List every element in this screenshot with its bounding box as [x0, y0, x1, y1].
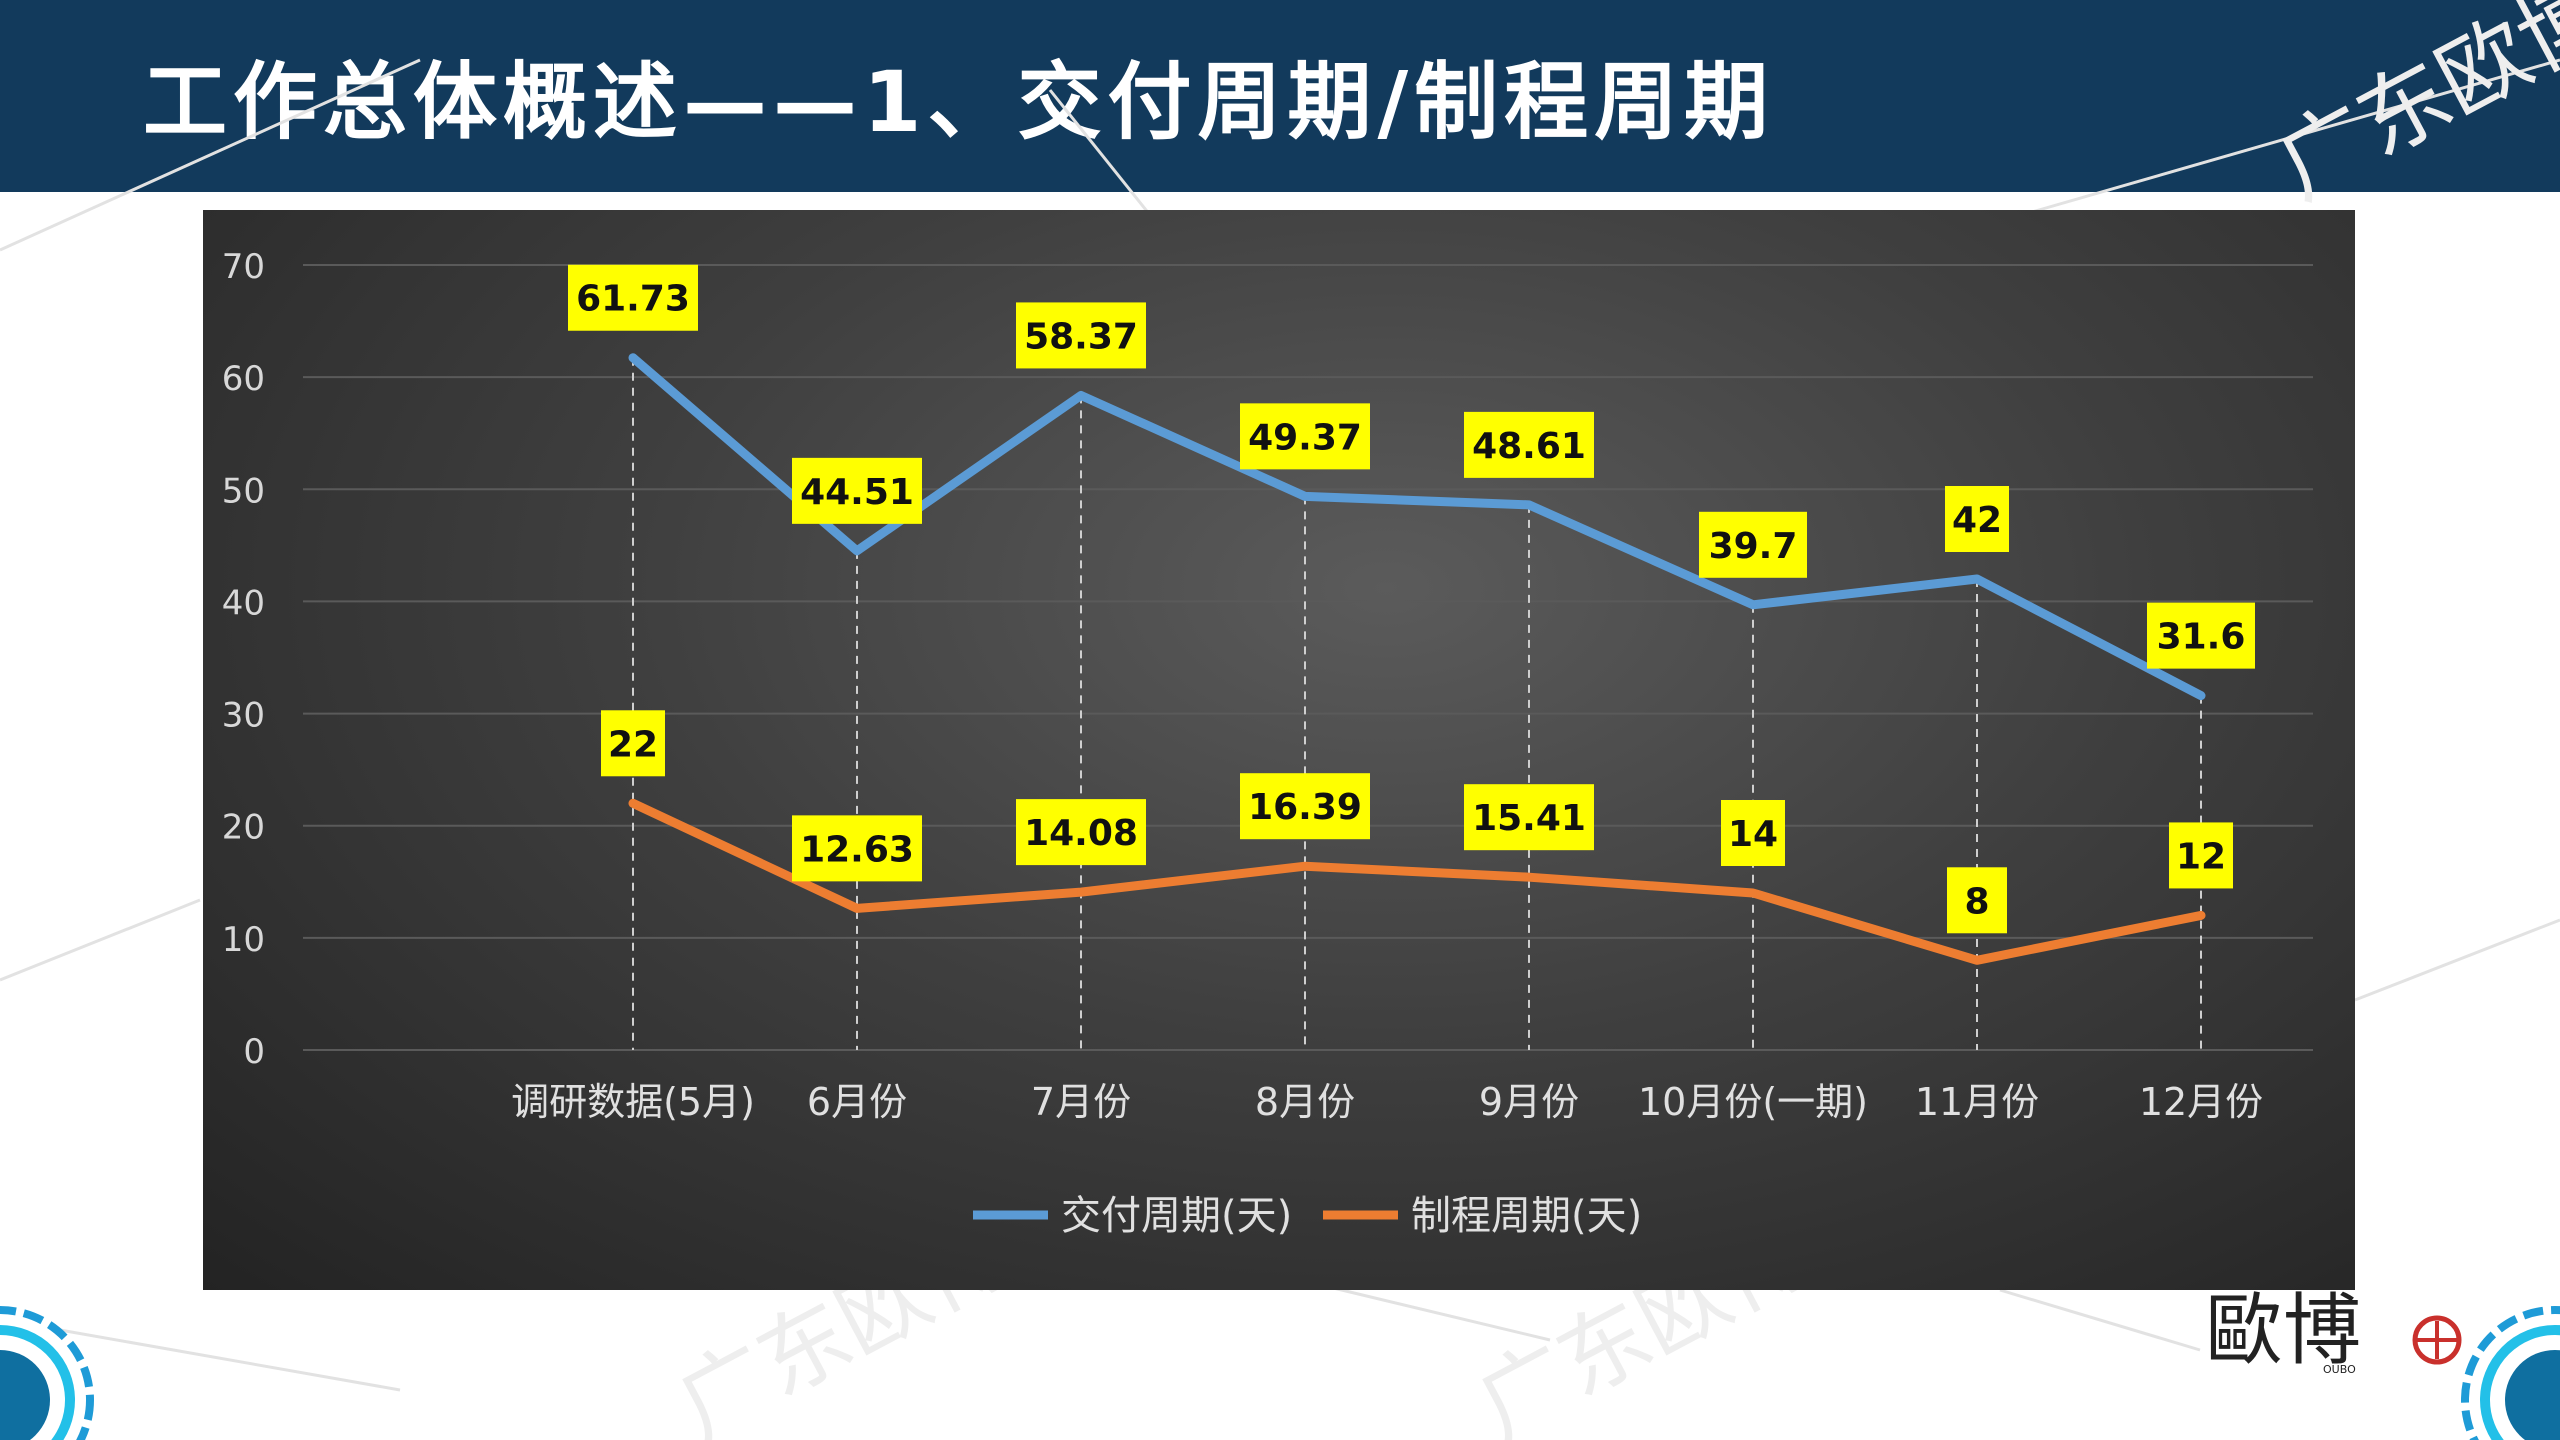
data-label-box — [1240, 403, 1370, 470]
data-point — [1525, 500, 1533, 509]
data-label: 39.7 — [1709, 526, 1798, 567]
data-label-box — [1464, 411, 1594, 478]
data-point — [1525, 873, 1533, 882]
x-tick-label: 11月份 — [1915, 1080, 2039, 1124]
data-point — [1749, 600, 1757, 609]
x-tick-label: 调研数据(5月) — [511, 1080, 755, 1124]
header-bar: 工作总体概述——1、交付周期/制程周期 — [0, 0, 2560, 192]
data-point — [1973, 956, 1981, 965]
data-label: 58.37 — [1024, 316, 1138, 357]
data-label: 42 — [1952, 500, 2002, 541]
data-label-box — [2147, 602, 2255, 669]
data-point — [629, 353, 637, 362]
x-tick-label: 8月份 — [1255, 1080, 1355, 1124]
data-label: 44.51 — [800, 472, 914, 513]
data-label-box — [792, 457, 922, 524]
page-title: 工作总体概述——1、交付周期/制程周期 — [143, 53, 1775, 151]
x-tick-label: 6月份 — [807, 1080, 907, 1124]
data-label: 15.41 — [1472, 798, 1586, 839]
data-label-box — [792, 815, 922, 882]
y-tick-label: 40 — [222, 583, 265, 623]
data-label: 12 — [2176, 836, 2226, 877]
corner-circle-decoration-right — [2461, 1306, 2560, 1440]
data-point — [1077, 888, 1085, 897]
data-label-box — [1721, 800, 1785, 866]
company-logo: 歐博 OUBO — [2205, 1286, 2462, 1376]
y-tick-label: 60 — [222, 359, 265, 399]
corner-circle-decoration-left — [0, 1306, 94, 1440]
data-label: 61.73 — [576, 279, 690, 320]
data-label-box — [601, 710, 665, 777]
data-point — [1301, 862, 1309, 871]
data-label-box — [1240, 773, 1370, 840]
data-label: 12.63 — [800, 829, 914, 870]
x-tick-label: 10月份(一期) — [1638, 1080, 1868, 1124]
data-label-box — [1016, 302, 1146, 369]
y-tick-label: 10 — [222, 920, 265, 960]
legend-label: 交付周期(天) — [1061, 1193, 1292, 1239]
y-tick-label: 70 — [222, 247, 265, 287]
x-tick-label: 9月份 — [1479, 1080, 1579, 1124]
data-point — [853, 546, 861, 555]
data-point — [629, 799, 637, 808]
data-label: 48.61 — [1472, 426, 1586, 467]
data-label: 14.08 — [1024, 813, 1138, 854]
legend-label: 制程周期(天) — [1411, 1193, 1642, 1239]
data-label-box — [1464, 784, 1594, 851]
data-point — [853, 904, 861, 913]
data-label: 31.6 — [2157, 617, 2246, 658]
y-tick-label: 0 — [243, 1032, 265, 1072]
data-label: 49.37 — [1248, 417, 1362, 458]
y-tick-label: 20 — [222, 808, 265, 848]
chart-panel: 0 10 20 30 40 50 60 70 调研数据(5月) 6月份 7月份 8月份 9月份 10月份(… — [203, 210, 2355, 1290]
data-label-box — [1945, 486, 2009, 552]
y-tick-label: 50 — [222, 471, 265, 511]
data-label-box — [568, 264, 698, 331]
data-point — [2197, 911, 2205, 920]
data-label-box — [1016, 799, 1146, 866]
line-chart: 0 10 20 30 40 50 60 70 调研数据(5月) 6月份 7月份 8月份 9月份 10月份(… — [222, 247, 2313, 1239]
series-line — [628, 798, 2206, 965]
data-label-box — [1947, 867, 2007, 934]
data-label: 8 — [1964, 881, 1989, 922]
data-label-box — [1699, 511, 1807, 578]
data-label-box — [2169, 822, 2233, 889]
data-point — [1749, 889, 1757, 897]
x-tick-label: 7月份 — [1031, 1080, 1131, 1124]
data-point — [1301, 492, 1309, 501]
series-line — [628, 353, 2206, 701]
data-label: 22 — [608, 724, 658, 765]
data-point — [1077, 391, 1085, 400]
data-point — [1973, 575, 1981, 583]
data-label: 14 — [1728, 814, 1778, 855]
data-point — [2197, 691, 2205, 700]
x-tick-label: 12月份 — [2139, 1080, 2263, 1124]
y-tick-label: 30 — [222, 696, 265, 736]
logo-sub: OUBO — [2323, 1363, 2356, 1376]
logo-glyphs: 歐博 — [2205, 1286, 2361, 1376]
data-label: 16.39 — [1248, 787, 1362, 828]
